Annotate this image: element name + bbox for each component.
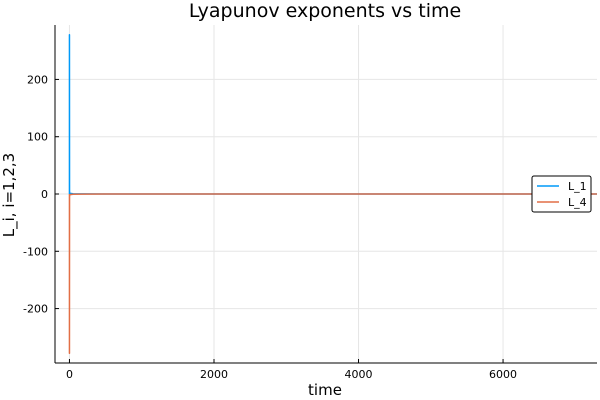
y-axis-label: L_i, i=1,2,3 <box>0 153 19 237</box>
series-line-l-4 <box>68 193 597 355</box>
chart-title: Lyapunov exponents vs time <box>189 0 461 22</box>
series-line-l-1 <box>68 33 597 195</box>
y-ticks: -200 -100 0 100 200 <box>23 73 59 316</box>
legend-label-l1: L_1 <box>568 180 587 193</box>
plot-area <box>68 33 597 355</box>
x-ticks: 0 2000 4000 6000 <box>66 359 517 381</box>
y-tick-label: 200 <box>27 73 48 86</box>
x-tick-label: 0 <box>66 368 73 381</box>
legend: L_1 L_4 <box>531 175 592 213</box>
x-tick-label: 4000 <box>345 368 373 381</box>
y-tick-label: 0 <box>41 188 48 201</box>
y-tick-label: 100 <box>27 131 48 144</box>
legend-box <box>531 175 592 213</box>
y-tick-label: -100 <box>23 245 48 258</box>
y-tick-label: -200 <box>23 303 48 316</box>
x-axis-label: time <box>308 381 342 399</box>
legend-label-l4: L_4 <box>568 196 587 209</box>
x-tick-label: 2000 <box>200 368 228 381</box>
x-tick-label: 6000 <box>489 368 517 381</box>
